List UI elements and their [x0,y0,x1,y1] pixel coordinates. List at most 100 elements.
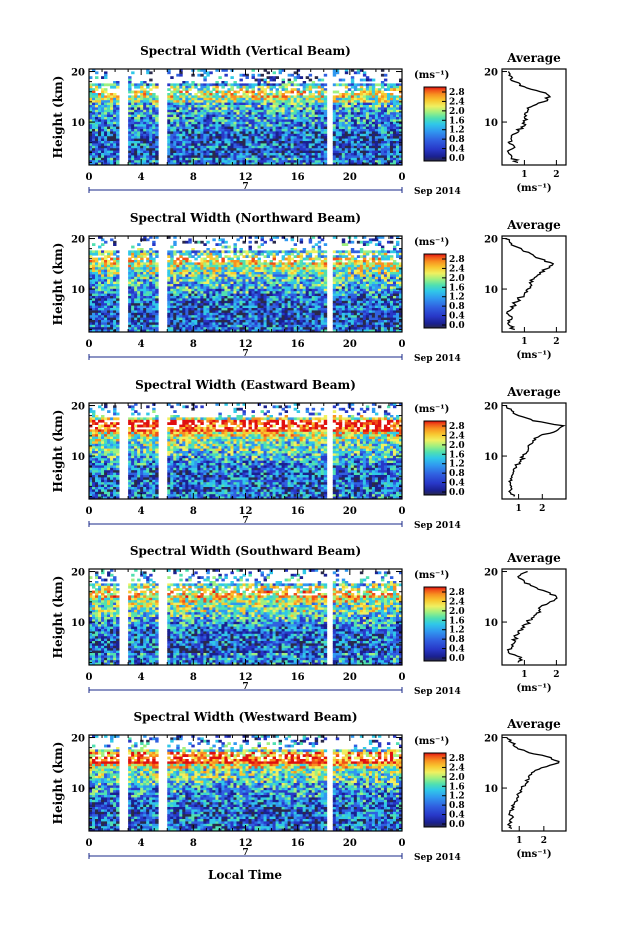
heatmap-cell [227,288,231,292]
heatmap-cell [140,281,144,285]
heatmap-cell [293,109,298,113]
heatmap-cell [185,324,189,328]
heatmap-cell [221,327,225,330]
heatmap-cell [176,262,180,266]
heatmap-cell [137,288,141,292]
heatmap-cell [140,83,144,87]
heatmap-cell [152,257,156,261]
heatmap-cell [101,293,105,297]
heatmap-cell [89,85,93,89]
heatmap-cell [359,148,364,151]
heatmap-cell [317,131,322,135]
heatmap-cell [287,143,292,147]
heatmap-cell [260,155,264,159]
heatmap-cell [179,95,183,99]
heatmap-cell [314,148,319,151]
heatmap-cell [182,310,186,314]
panel-2: Spectral Width (Northward Beam)2010Heigh… [51,211,567,364]
heatmap-cell [212,136,216,139]
heatmap-cell [341,109,346,113]
heatmap-cell [209,267,213,270]
heatmap-cell [131,95,135,99]
heatmap-cell [104,148,108,151]
heatmap-cell [143,112,147,115]
heatmap-cell [371,78,376,82]
heatmap-cell [149,121,153,125]
heatmap-cell [206,298,210,302]
heatmap-cell [143,95,147,99]
heatmap-cell [200,308,204,311]
heatmap-cell [245,322,249,326]
heatmap-cell [95,320,99,323]
heatmap-cell [182,267,186,270]
heatmap-cell [176,124,180,127]
heatmap-cell [236,114,240,118]
heatmap-cell [152,281,156,285]
heatmap-cell [278,109,283,113]
heatmap-cell [95,262,99,266]
heatmap-cell [218,305,222,309]
heatmap-cell [89,114,93,118]
heatmap-cell [314,126,319,130]
heatmap-cell [377,88,382,91]
heatmap-cell [215,153,219,156]
heatmap-cell [137,155,141,159]
heatmap-cell [305,114,310,118]
heatmap-cell [236,153,240,156]
heatmap-cell [107,150,111,154]
heatmap-cell [140,136,144,139]
heatmap-cell [200,97,204,101]
heatmap-cell [89,279,93,282]
heatmap-cell [245,126,249,130]
heatmap-cell [113,81,117,84]
heatmap-cell [245,136,249,139]
heatmap-cell [155,95,159,99]
heatmap-cell [257,100,261,103]
heatmap-cell [260,150,264,154]
heatmap-cell [254,141,258,144]
heatmap-cell [383,124,388,127]
heatmap-cell [374,97,379,101]
heatmap-cell [341,141,346,144]
heatmap-cell [209,143,213,147]
heatmap-cell [155,310,159,314]
heatmap-cell [182,81,186,84]
heatmap-cell [110,112,114,115]
heatmap-cell [116,81,120,84]
heatmap-cell [368,160,373,163]
heatmap-cell [356,126,361,130]
heatmap-cell [89,145,93,149]
heatmap-cell [101,107,105,111]
heatmap-cell [236,155,240,159]
heatmap-cell [392,107,397,111]
heatmap-cell [230,257,234,261]
heatmap-cell [299,102,304,106]
heatmap-cell [206,148,210,151]
heatmap-cell [344,95,349,99]
heatmap-cell [113,100,117,103]
heatmap-cell [299,97,304,101]
heatmap-cell [398,133,403,137]
heatmap-cell [212,250,216,254]
heatmap-cell [293,148,298,151]
heatmap-cell [227,272,231,275]
heatmap-cell [335,160,340,163]
heatmap-cell [227,315,231,318]
heatmap-cell [254,97,258,101]
heatmap-cell [224,126,228,130]
heatmap-cell [143,81,147,84]
heatmap-cell [221,114,225,118]
heatmap-cell [263,133,267,137]
heatmap-cell [92,117,96,120]
heatmap-cell [239,315,243,318]
heatmap-cell [182,160,186,163]
heatmap-cell [287,121,292,125]
heatmap-cell [140,324,144,328]
heatmap-cell [224,112,228,115]
y-axis-label: Height (km) [51,76,65,159]
heatmap-cell [149,288,153,292]
heatmap-cell [287,160,292,163]
heatmap-cell [371,133,376,137]
heatmap-cell [209,117,213,120]
heatmap-cell [221,102,225,106]
